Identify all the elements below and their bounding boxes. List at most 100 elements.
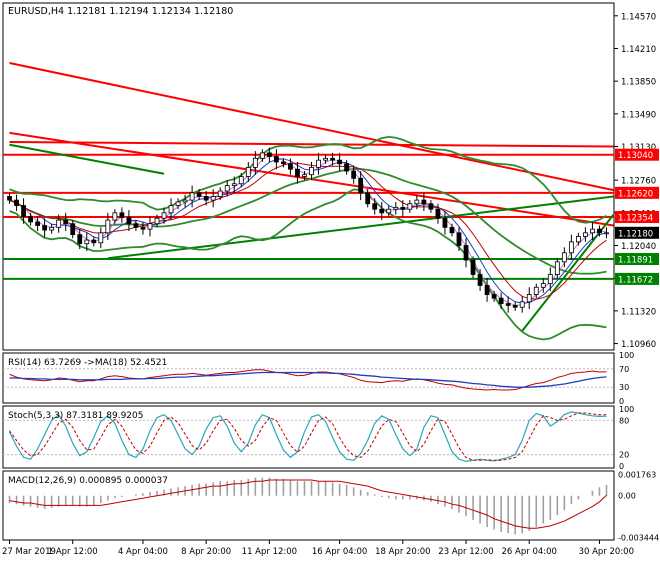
candle-body: [252, 157, 258, 168]
candle-body: [56, 219, 62, 228]
candle-body: [421, 199, 427, 205]
rsi-panel-frame: [2, 352, 615, 404]
candle-body: [547, 274, 553, 285]
time-tick-label: 18 Apr 20:00: [375, 547, 430, 557]
price-tag-label: 1.13040: [618, 151, 653, 161]
candle-body: [463, 245, 469, 261]
candle-body: [112, 212, 118, 221]
rsi-panel: 100 70 30 0 RSI(14) 63.7269 ->MA(18) 52.452…: [2, 351, 634, 406]
price-tag-label: 1.12180: [618, 229, 653, 239]
candle-body: [519, 301, 525, 308]
candle-body: [590, 228, 595, 234]
stochastic-tick-label: 80: [619, 416, 629, 425]
stochastic-panel-frame: [2, 405, 615, 469]
rsi-tick-label: 100: [619, 351, 634, 360]
price-tick-label: 1.12760: [621, 177, 656, 187]
time-tick-label: 23 Apr 12:00: [438, 547, 493, 557]
candle-body: [281, 161, 286, 165]
stochastic-d-line: [9, 412, 607, 461]
candle-body: [505, 303, 511, 306]
bollinger-upper-line: [9, 135, 607, 224]
candle-body: [28, 216, 33, 223]
price-tag: [615, 186, 659, 199]
candle-body: [168, 205, 174, 214]
price-tag-label: 1.11672: [618, 275, 653, 285]
candle-body: [91, 239, 97, 244]
candle-body: [330, 157, 335, 161]
time-tick-label: 26 Apr 04:00: [502, 547, 557, 557]
candle-body: [84, 239, 90, 245]
price-tag: [615, 148, 659, 161]
candle-body: [98, 232, 104, 244]
candle-body: [309, 167, 314, 176]
price-tick-label: 1.13490: [621, 110, 656, 120]
stochastic-title: Stoch(5,3,3) 87.3181 89.9205: [8, 411, 143, 421]
candle-body: [161, 212, 167, 219]
candle-body: [379, 208, 385, 214]
time-tick-label: 11 Apr 12:00: [242, 547, 297, 557]
candle-body: [597, 228, 602, 234]
candle-body: [526, 294, 532, 303]
candle-body: [63, 219, 69, 225]
candle-body: [105, 219, 111, 234]
stochastic-tick-label: 20: [619, 451, 629, 460]
macd-tick-label: -0.003444: [618, 533, 659, 542]
candle-body: [456, 232, 462, 246]
candle-body: [21, 205, 26, 217]
price-tag: [615, 253, 659, 266]
rsi-axis: 100 70 30 0: [619, 351, 634, 406]
macd-histogram: [8, 477, 608, 535]
candle-body: [477, 274, 483, 286]
stochastic-lines: [3, 411, 614, 463]
symbol-header: EURUSD,H4 1.12181 1.12194 1.12134 1.1218…: [8, 6, 233, 17]
candle-body: [238, 176, 244, 185]
candle-body: [196, 192, 202, 197]
price-panel-frame: [2, 2, 615, 351]
price-tick-label: 1.13850: [621, 78, 656, 88]
candle-body: [266, 152, 272, 157]
candle-body: [203, 196, 209, 201]
candle-body: [182, 199, 188, 203]
candle-body: [393, 206, 399, 210]
candle-body: [386, 208, 392, 214]
rsi-tick-label: 0: [619, 397, 624, 406]
candle-body: [154, 217, 160, 225]
candle-body: [512, 305, 518, 308]
candle-body: [604, 232, 609, 235]
candle-body: [575, 236, 581, 243]
time-tick-label: 8 Apr 20:00: [181, 547, 231, 557]
price-tag: [615, 210, 659, 223]
candle-body: [295, 168, 300, 177]
candle-body: [491, 294, 497, 299]
stochastic-panel: 100 80 20 0 Stoch(5,3,3) 87.3181 89.9205: [2, 405, 634, 471]
candle-body: [259, 152, 265, 159]
candle-body: [273, 156, 279, 163]
candle-body: [449, 226, 455, 234]
stochastic-k-line: [8, 411, 607, 463]
price-tick-label: 1.12040: [621, 242, 656, 252]
macd-tick-label: 0.001763: [618, 470, 656, 479]
candle-body: [358, 177, 364, 194]
candle-body: [533, 286, 539, 295]
candle-body: [245, 167, 251, 177]
candle-body: [414, 199, 420, 205]
candle-body: [561, 252, 567, 263]
time-tick-label: 30 Apr 20:00: [579, 547, 634, 557]
time-tick-label: 16 Apr 04:00: [312, 547, 367, 557]
price-tag-label: 1.12354: [618, 213, 653, 223]
time-tick-label: 27 Mar 2019: [2, 547, 56, 557]
price-tag: [615, 226, 659, 239]
candle-body: [217, 190, 223, 197]
rsi-title: RSI(14) 63.7269 ->MA(18) 52.4521: [8, 358, 167, 368]
price-tick-label: 1.13130: [621, 143, 656, 153]
price-tick-label: 1.14210: [621, 45, 656, 55]
horizontal-levels: [3, 153, 614, 280]
bollinger-lower-line: [9, 188, 607, 341]
macd-title: MACD(12,26,9) 0.000895 0.000037: [8, 476, 168, 486]
candle-body: [428, 203, 434, 210]
macd-signal-line: [9, 479, 607, 529]
rsi-line: [9, 369, 607, 391]
candle-body: [323, 157, 328, 161]
price-tag: [615, 272, 659, 285]
candle-body: [568, 241, 574, 254]
